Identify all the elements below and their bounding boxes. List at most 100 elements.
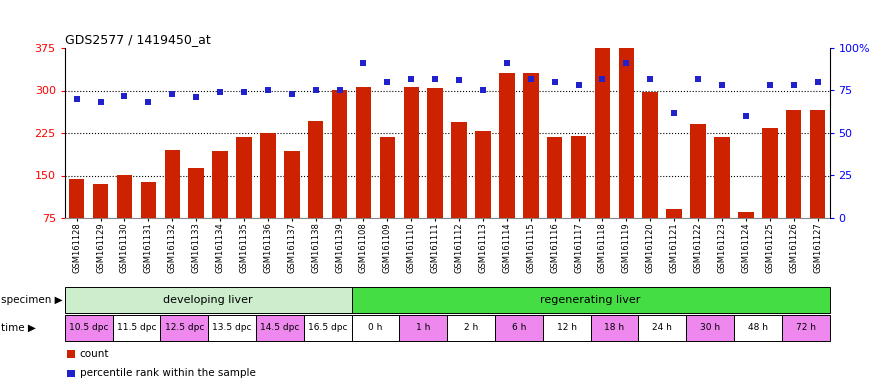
Bar [738, 212, 753, 218]
Point [524, 76, 538, 82]
Point [142, 99, 156, 106]
Text: 14.5 dpc: 14.5 dpc [260, 323, 299, 333]
Text: 18 h: 18 h [605, 323, 625, 333]
Point [810, 79, 824, 85]
Bar [452, 122, 467, 218]
Bar [65, 314, 113, 341]
Point [332, 88, 346, 94]
Text: 24 h: 24 h [652, 323, 672, 333]
Point [356, 60, 370, 66]
Bar [762, 129, 778, 218]
Point [787, 82, 801, 88]
Bar [403, 86, 419, 218]
Text: time ▶: time ▶ [1, 323, 36, 333]
Point [237, 89, 251, 95]
Text: 12.5 dpc: 12.5 dpc [164, 323, 204, 333]
Bar [93, 184, 108, 218]
Bar [164, 150, 180, 218]
Text: 13.5 dpc: 13.5 dpc [213, 323, 252, 333]
Bar [809, 110, 825, 218]
Bar [570, 136, 586, 218]
Bar [69, 179, 85, 218]
Point [667, 109, 681, 116]
Text: 1 h: 1 h [416, 323, 430, 333]
Bar [734, 314, 781, 341]
Bar [116, 175, 132, 218]
Bar [547, 137, 563, 218]
Bar [690, 124, 706, 218]
Point [214, 89, 228, 95]
Bar [667, 210, 682, 218]
Bar [236, 137, 252, 218]
Point [452, 77, 466, 83]
Text: 11.5 dpc: 11.5 dpc [116, 323, 157, 333]
Bar [352, 314, 399, 341]
Point [70, 96, 84, 102]
Point [261, 88, 275, 94]
Text: specimen ▶: specimen ▶ [1, 295, 62, 305]
Bar [256, 314, 304, 341]
Point [620, 60, 634, 66]
Bar [475, 131, 491, 218]
Point [428, 76, 442, 82]
Bar [65, 286, 352, 313]
Text: GDS2577 / 1419450_at: GDS2577 / 1419450_at [65, 33, 211, 46]
Point [381, 79, 395, 85]
Point [715, 82, 729, 88]
Point [284, 91, 298, 97]
Bar [399, 314, 447, 341]
Bar [141, 182, 156, 218]
Bar [499, 73, 514, 218]
Point [643, 76, 657, 82]
Point [691, 76, 705, 82]
Bar [642, 92, 658, 218]
Bar [260, 133, 276, 218]
Text: percentile rank within the sample: percentile rank within the sample [80, 369, 256, 379]
Text: 2 h: 2 h [464, 323, 478, 333]
Bar [332, 91, 347, 218]
Text: 12 h: 12 h [556, 323, 577, 333]
Bar [352, 286, 830, 313]
Text: developing liver: developing liver [164, 295, 253, 305]
Bar [495, 314, 542, 341]
Point [500, 60, 514, 66]
Bar [188, 168, 204, 218]
Text: regenerating liver: regenerating liver [541, 295, 640, 305]
Point [596, 76, 610, 82]
Bar [427, 88, 443, 218]
Point [404, 76, 418, 82]
Point [476, 88, 490, 94]
Bar [523, 73, 538, 218]
Text: 10.5 dpc: 10.5 dpc [69, 323, 108, 333]
Bar [595, 48, 610, 218]
Text: 30 h: 30 h [700, 323, 720, 333]
Point [571, 82, 585, 88]
Point [763, 82, 777, 88]
Point [738, 113, 752, 119]
Bar [447, 314, 495, 341]
Bar [213, 151, 228, 218]
Point [548, 79, 562, 85]
Point [165, 91, 179, 97]
Bar [356, 86, 371, 218]
Bar [284, 151, 299, 218]
Text: 48 h: 48 h [748, 323, 767, 333]
Bar [686, 314, 734, 341]
Text: 6 h: 6 h [512, 323, 526, 333]
Text: count: count [80, 349, 109, 359]
Text: 72 h: 72 h [795, 323, 816, 333]
Bar [113, 314, 160, 341]
Point [189, 94, 203, 100]
Bar [639, 314, 686, 341]
Bar [208, 314, 256, 341]
Bar [619, 48, 634, 218]
Point [309, 88, 323, 94]
Text: 16.5 dpc: 16.5 dpc [308, 323, 347, 333]
Bar [781, 314, 830, 341]
Bar [308, 121, 324, 218]
Bar [786, 110, 802, 218]
Bar [380, 137, 396, 218]
Point [117, 93, 131, 99]
Bar [714, 137, 730, 218]
Bar [160, 314, 208, 341]
